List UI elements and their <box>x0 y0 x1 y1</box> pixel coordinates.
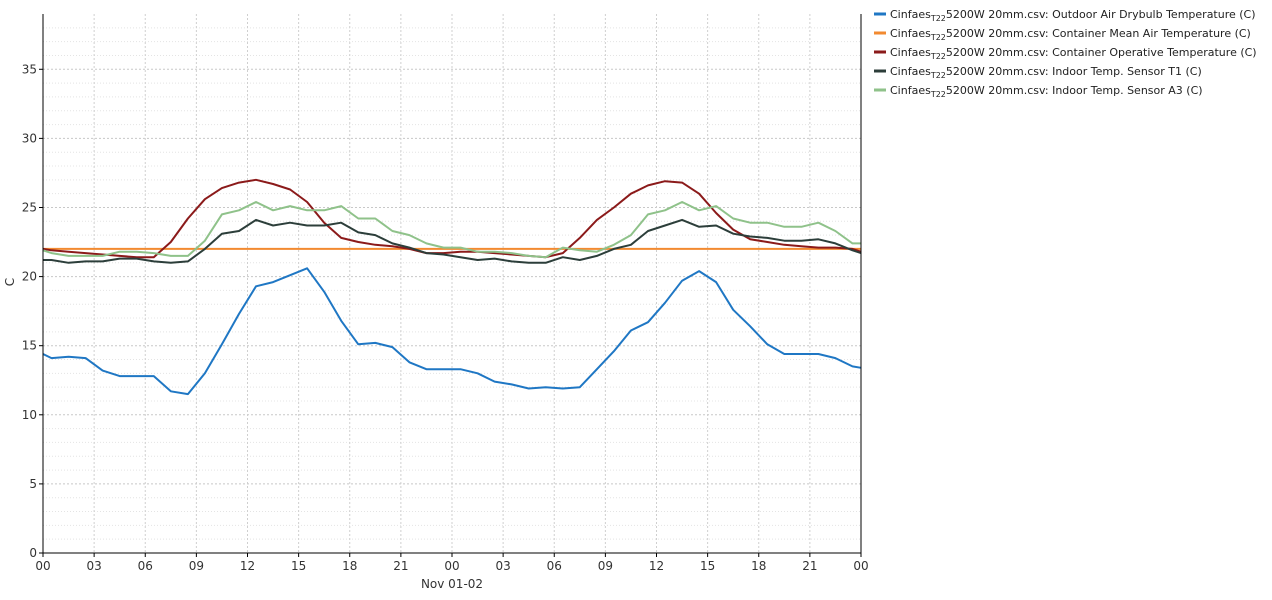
x-tick-label: 00 <box>444 559 459 573</box>
y-tick-label: 20 <box>22 270 37 284</box>
axes <box>39 14 862 557</box>
y-tick-label: 25 <box>22 200 37 214</box>
y-tick-label: 0 <box>29 546 37 560</box>
series-line-5 <box>42 201 861 259</box>
y-tick-labels: 0 5 10 15 20 25 30 35 <box>22 62 37 560</box>
y-axis-title: C <box>3 278 17 286</box>
x-tick-label: 15 <box>291 559 306 573</box>
series-line-4 <box>43 218 862 264</box>
legend-entry-label: CinfaesT225200W 20mm.csv: Outdoor Air Dr… <box>890 8 1256 23</box>
gridlines <box>43 14 861 553</box>
x-tick-labels: 00 03 06 09 12 15 18 21 00 03 06 09 12 15 18 21 00 <box>35 559 868 573</box>
x-tick-label: 03 <box>495 559 510 573</box>
legend-entry-label: CinfaesT225200W 20mm.csv: Container Oper… <box>890 46 1257 61</box>
x-tick-label: 09 <box>189 559 204 573</box>
x-tick-label: 09 <box>598 559 613 573</box>
legend-entry-label: CinfaesT225200W 20mm.csv: Container Mean… <box>890 27 1251 42</box>
y-tick-label: 35 <box>22 62 37 76</box>
x-tick-label: 18 <box>342 559 357 573</box>
legend-entry-label: CinfaesT225200W 20mm.csv: Indoor Temp. S… <box>890 84 1203 99</box>
x-tick-label: 00 <box>853 559 868 573</box>
x-tick-label: 18 <box>751 559 766 573</box>
legend: CinfaesT225200W 20mm.csv: Outdoor Air Dr… <box>874 8 1257 99</box>
x-tick-label: 21 <box>393 559 408 573</box>
y-tick-label: 5 <box>29 477 37 491</box>
y-tick-label: 15 <box>22 339 37 353</box>
series-lines <box>42 178 862 396</box>
x-tick-label: 12 <box>240 559 255 573</box>
x-tick-label: 00 <box>35 559 50 573</box>
series-line-3 <box>42 178 862 259</box>
x-axis-title: Nov 01-02 <box>421 577 483 591</box>
y-tick-label: 10 <box>22 408 37 422</box>
x-tick-label: 15 <box>700 559 715 573</box>
x-tick-label: 06 <box>138 559 153 573</box>
legend-entry-label: CinfaesT225200W 20mm.csv: Indoor Temp. S… <box>890 65 1202 80</box>
x-tick-label: 12 <box>649 559 664 573</box>
x-tick-label: 06 <box>547 559 562 573</box>
x-tick-label: 03 <box>86 559 101 573</box>
x-tick-label: 21 <box>802 559 817 573</box>
series-line-1 <box>42 267 862 396</box>
y-tick-label: 30 <box>22 131 37 145</box>
